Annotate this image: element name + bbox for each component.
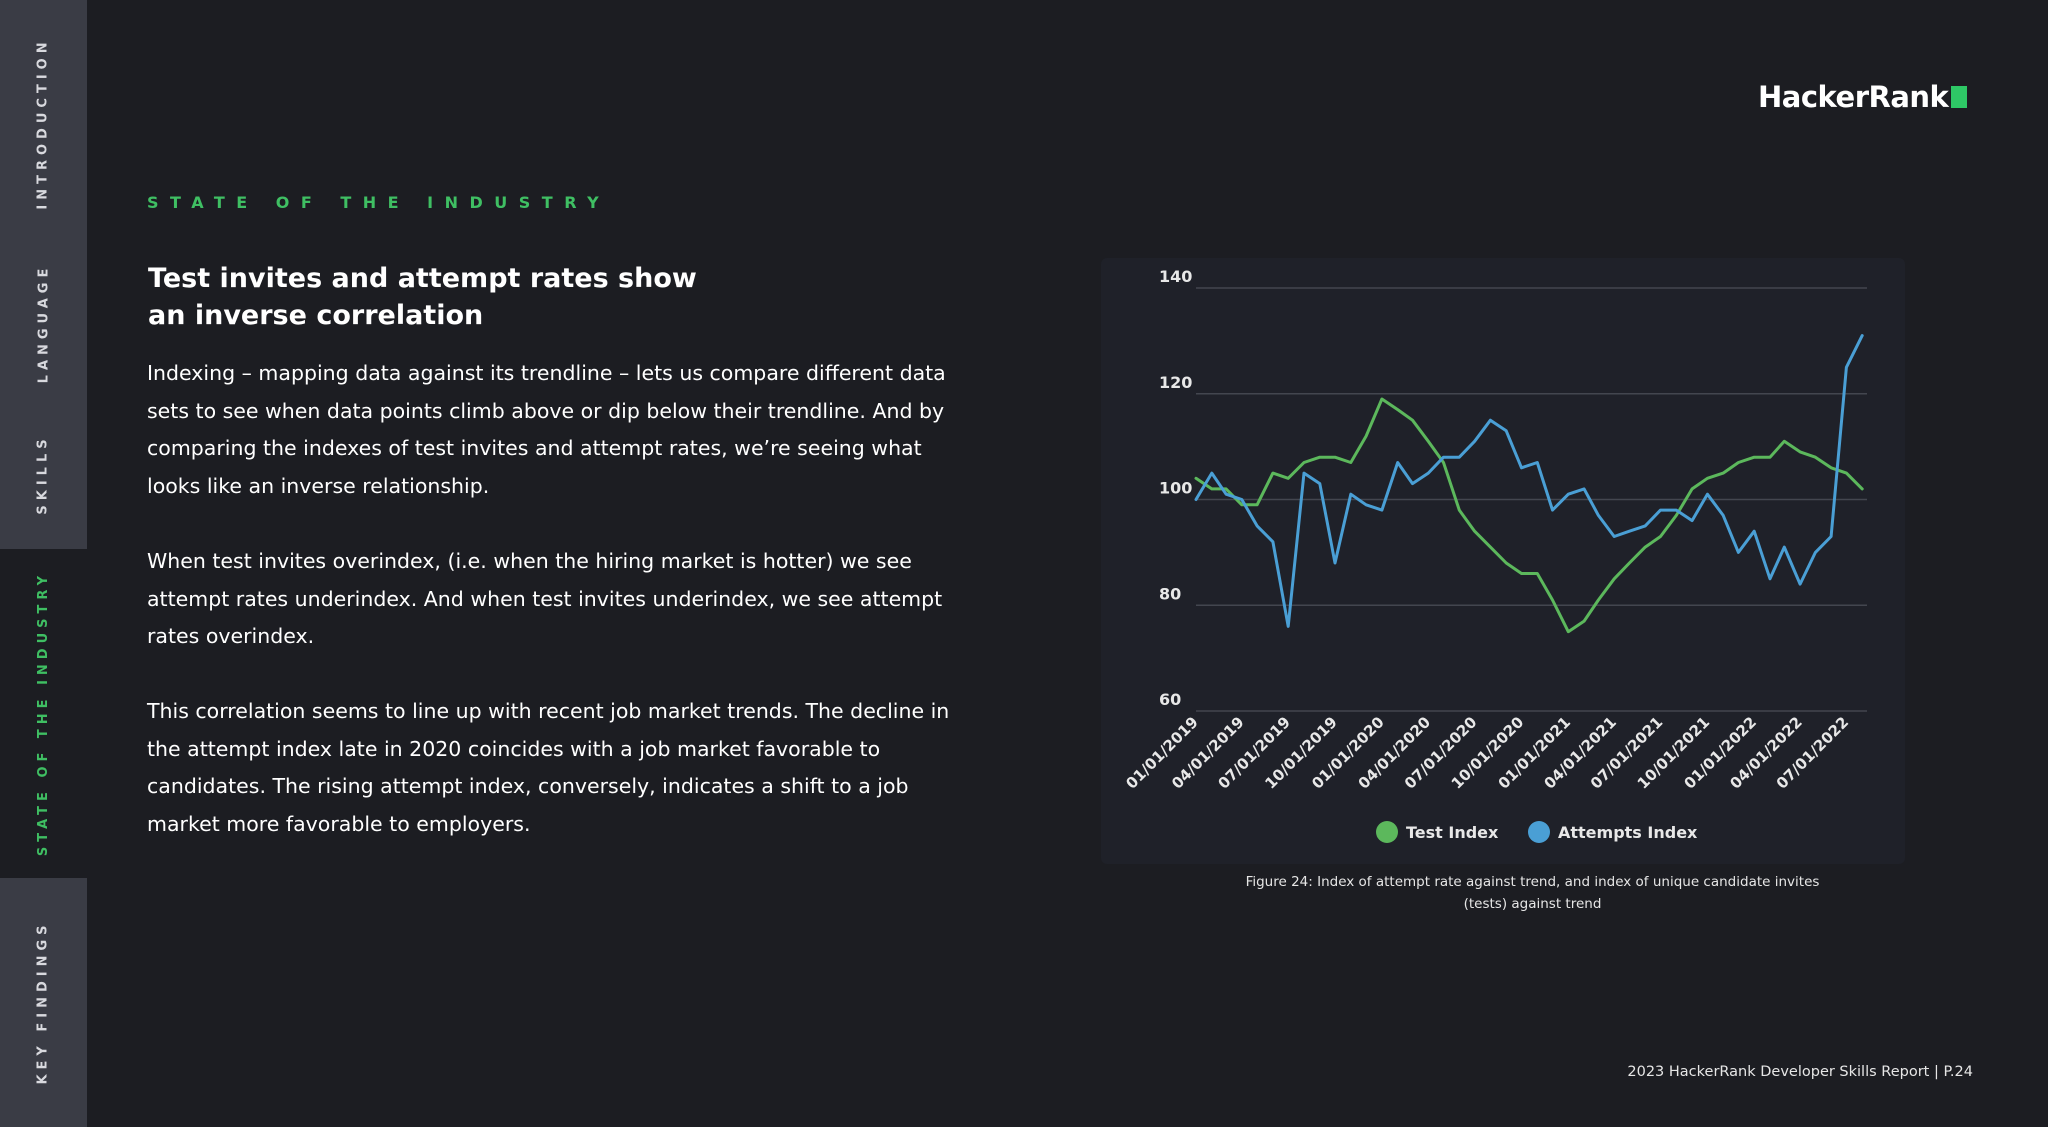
nav-item-introduction[interactable]: INTRODUCTION (0, 0, 87, 247)
body-paragraph-3: This correlation seems to line up with r… (147, 699, 950, 836)
nav-item-key-findings[interactable]: KEY FINDINGS (0, 878, 87, 1127)
line-chart: 608010012014001/01/201904/01/201907/01/2… (1122, 267, 1867, 843)
body-paragraph-2: When test invites overindex, (i.e. when … (147, 549, 943, 648)
logo-block-icon (1951, 86, 1968, 108)
series-line-attempts-index (1194, 334, 1864, 628)
nav-item-skills[interactable]: SKILLS (0, 399, 87, 549)
y-tick-label: 140 (1159, 267, 1192, 286)
nav-item-label: LANGUAGE (36, 263, 52, 383)
y-tick-label: 80 (1159, 584, 1181, 603)
side-navigation: INTRODUCTION LANGUAGE SKILLS STATE OF TH… (0, 0, 87, 1127)
nav-item-label: KEY FINDINGS (36, 920, 52, 1085)
legend-label: Attempts Index (1558, 823, 1698, 842)
nav-item-label: SKILLS (36, 433, 51, 515)
series-line-test-index (1194, 397, 1864, 634)
nav-item-language[interactable]: LANGUAGE (0, 247, 87, 399)
nav-item-label: STATE OF THE INDUSTRY (36, 570, 52, 857)
body-paragraph-1: Indexing – mapping data against its tren… (147, 361, 946, 498)
nav-item-state-of-the-industry[interactable]: STATE OF THE INDUSTRY (0, 549, 87, 878)
hackerrank-logo: HackerRank (1758, 80, 1968, 114)
legend-swatch (1528, 821, 1550, 843)
y-tick-label: 120 (1159, 373, 1192, 392)
y-tick-label: 60 (1159, 690, 1181, 709)
chart-panel: 60 80 100 120 140 01/01/2019 04/01/2019 07/01/2… (1101, 258, 1905, 864)
figure-caption: Figure 24: Index of attempt rate against… (1245, 874, 1820, 912)
page-footer: 2023 HackerRank Developer Skills Report … (1627, 1064, 1973, 1080)
y-tick-label: 100 (1159, 479, 1192, 498)
page-title: Test invites and attempt rates show an i… (148, 263, 697, 331)
legend-label: Test Index (1406, 823, 1499, 842)
nav-item-label: INTRODUCTION (36, 37, 52, 210)
section-eyebrow: STATE OF THE INDUSTRY (147, 193, 611, 212)
legend-swatch (1376, 821, 1398, 843)
logo-text: HackerRank (1758, 80, 1949, 114)
